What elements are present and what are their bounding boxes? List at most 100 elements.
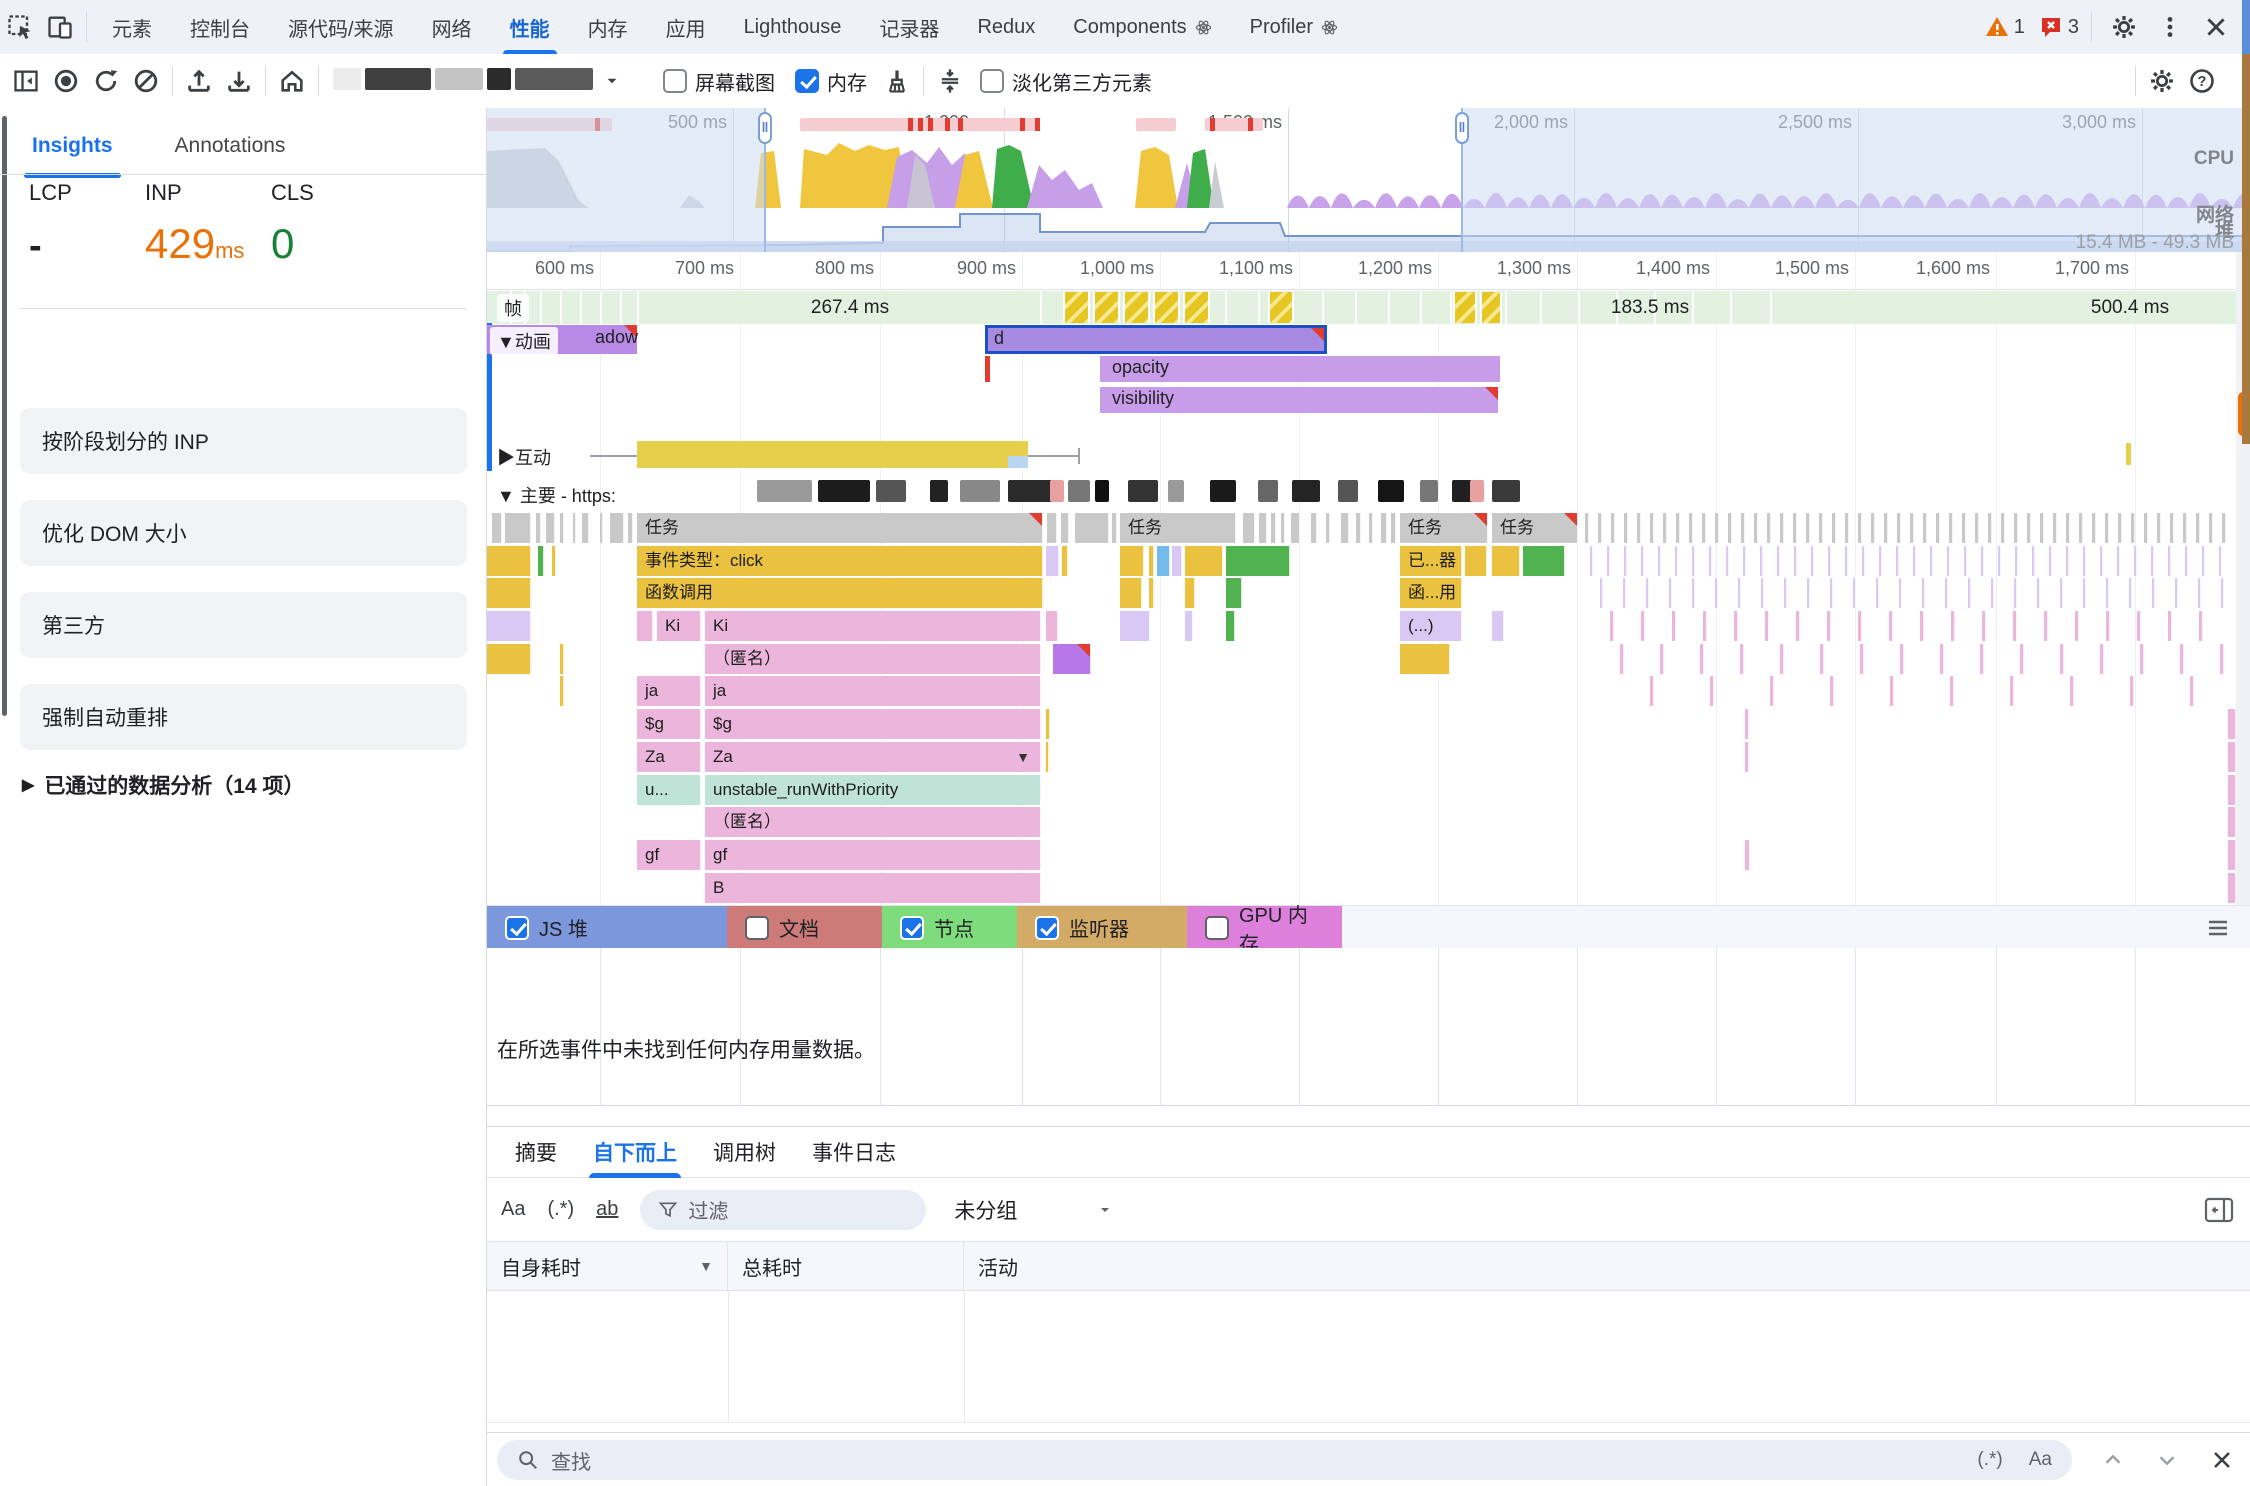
- cls-value[interactable]: 0: [271, 220, 295, 267]
- panel-tab-网络[interactable]: 网络: [431, 18, 472, 41]
- errors-badge[interactable]: 3: [2039, 15, 2079, 39]
- flame-sliver[interactable]: [1988, 513, 1992, 543]
- flame-bar[interactable]: 事件类型：click: [637, 546, 1043, 576]
- flame-sliver[interactable]: [1807, 578, 1810, 608]
- main-track-label[interactable]: ▼ 主要 - https:: [497, 486, 616, 506]
- panel-tab-记录器[interactable]: 记录器: [879, 18, 940, 41]
- insight-card[interactable]: 按阶段划分的 INP: [20, 408, 467, 474]
- flame-sliver[interactable]: [2183, 513, 2187, 543]
- details-tab-调用树[interactable]: 调用树: [713, 1142, 776, 1165]
- flame-sliver[interactable]: [1585, 513, 1589, 543]
- flame-sliver[interactable]: [1675, 546, 1678, 576]
- timeline-overview[interactable]: 500 ms1,000 ms1,500 ms2,000 ms2,500 ms3,…: [487, 108, 2250, 252]
- flame-sliver[interactable]: [2020, 644, 2024, 674]
- flame-sliver[interactable]: [1949, 513, 1953, 543]
- flame-sliver[interactable]: [1620, 644, 1624, 674]
- flame-sliver[interactable]: [1692, 578, 1695, 608]
- flame-sliver[interactable]: [2118, 513, 2122, 543]
- flame-sliver[interactable]: [1900, 644, 1904, 674]
- flame-sliver[interactable]: [1913, 546, 1916, 576]
- flame-sliver[interactable]: [1899, 578, 1902, 608]
- flame-sliver[interactable]: [1598, 513, 1602, 543]
- flame-sliver[interactable]: [2100, 546, 2103, 576]
- flame-sliver[interactable]: [1819, 513, 1823, 543]
- flame-sliver[interactable]: [2037, 578, 2040, 608]
- flame-bar[interactable]: [1112, 513, 1117, 543]
- flame-sliver[interactable]: [1660, 644, 1664, 674]
- flame-sliver[interactable]: [2117, 546, 2120, 576]
- flame-bar[interactable]: [1149, 578, 1154, 608]
- details-tab-事件日志[interactable]: 事件日志: [812, 1142, 896, 1165]
- dropped-frame-cell[interactable]: [1183, 292, 1210, 323]
- flame-bar[interactable]: [536, 513, 541, 543]
- flame-sliver[interactable]: [1728, 513, 1732, 543]
- flame-sliver[interactable]: [1663, 513, 1667, 543]
- flame-sliver[interactable]: [1830, 578, 1833, 608]
- flame-sliver[interactable]: [1715, 578, 1718, 608]
- flame-bar[interactable]: [2228, 709, 2236, 739]
- dropped-frame-cell[interactable]: [1093, 292, 1120, 323]
- flame-sliver[interactable]: [1811, 546, 1814, 576]
- sidebar-scrollbar[interactable]: [2, 116, 7, 716]
- flame-sliver[interactable]: [1922, 578, 1925, 608]
- flame-bar[interactable]: [538, 546, 544, 576]
- flame-bar[interactable]: [1271, 513, 1276, 543]
- insight-card[interactable]: 强制自动重排: [20, 684, 467, 750]
- flame-bar[interactable]: [1061, 513, 1069, 543]
- panel-tab-Profiler[interactable]: Profiler: [1231, 0, 1357, 54]
- flame-bar[interactable]: [2228, 873, 2236, 903]
- flame-sliver[interactable]: [2198, 578, 2201, 608]
- flame-bar[interactable]: [1311, 513, 1317, 543]
- flame-bar[interactable]: [487, 644, 531, 674]
- flame-sliver[interactable]: [1879, 546, 1882, 576]
- flame-bar[interactable]: [1157, 546, 1170, 576]
- flame-sliver[interactable]: [1947, 546, 1950, 576]
- flame-sliver[interactable]: [1975, 513, 1979, 543]
- flame-sliver[interactable]: [1936, 513, 1940, 543]
- flame-sliver[interactable]: [2152, 578, 2155, 608]
- inp-value[interactable]: 429ms: [145, 220, 245, 267]
- flame-bar[interactable]: 任务: [1400, 513, 1488, 543]
- flame-sliver[interactable]: [1689, 513, 1693, 543]
- flame-sliver[interactable]: [2140, 644, 2144, 674]
- flame-sliver[interactable]: [1641, 611, 1645, 641]
- flame-sliver[interactable]: [2066, 513, 2070, 543]
- selection-handle-left[interactable]: ‖: [758, 112, 772, 144]
- flame-sliver[interactable]: [1876, 578, 1879, 608]
- filter-input[interactable]: 过滤: [640, 1189, 927, 1230]
- flame-bar[interactable]: gf: [705, 840, 1041, 870]
- flame-bar[interactable]: gf: [637, 840, 701, 870]
- legend-JS 堆[interactable]: JS 堆: [487, 906, 727, 949]
- flame-sliver[interactable]: [1950, 676, 1954, 706]
- flame-bar[interactable]: [1326, 513, 1330, 543]
- flame-sliver[interactable]: [1703, 611, 1707, 641]
- flame-sliver[interactable]: [2131, 513, 2135, 543]
- find-input[interactable]: 查找 (.*) Aa: [497, 1440, 2072, 1480]
- panel-tab-Components[interactable]: Components: [1054, 0, 1230, 54]
- legend-节点[interactable]: 节点: [882, 906, 1017, 949]
- flame-bar[interactable]: [1243, 513, 1255, 543]
- flame-sliver[interactable]: [2168, 546, 2171, 576]
- flame-sliver[interactable]: [1845, 513, 1849, 543]
- flame-sliver[interactable]: [1962, 513, 1966, 543]
- flame-bar[interactable]: 函数调用: [637, 578, 1043, 608]
- match-case-button[interactable]: Aa: [501, 1198, 526, 1220]
- flame-bar[interactable]: $g: [637, 709, 701, 739]
- flame-sliver[interactable]: [1650, 513, 1654, 543]
- column-header-自身耗时[interactable]: 自身耗时 ▼: [487, 1242, 728, 1290]
- flame-bar[interactable]: ja: [705, 676, 1041, 706]
- flame-bar[interactable]: [487, 611, 531, 641]
- flame-sliver[interactable]: [2066, 546, 2069, 576]
- checkbox-checked[interactable]: [1035, 915, 1059, 940]
- flame-bar[interactable]: [1400, 644, 1450, 674]
- flame-bar[interactable]: [2228, 775, 2236, 805]
- flame-bar[interactable]: $g: [705, 709, 1041, 739]
- flame-sliver[interactable]: [1845, 546, 1848, 576]
- flame-sliver[interactable]: [2049, 546, 2052, 576]
- flame-sliver[interactable]: [2180, 644, 2184, 674]
- hamburger-menu-icon[interactable]: [2206, 906, 2250, 949]
- inspect-icon[interactable]: [0, 7, 40, 47]
- panel-tab-源代码/来源[interactable]: 源代码/来源: [288, 18, 394, 41]
- flame-sliver[interactable]: [2170, 513, 2174, 543]
- flame-sliver[interactable]: [1780, 513, 1784, 543]
